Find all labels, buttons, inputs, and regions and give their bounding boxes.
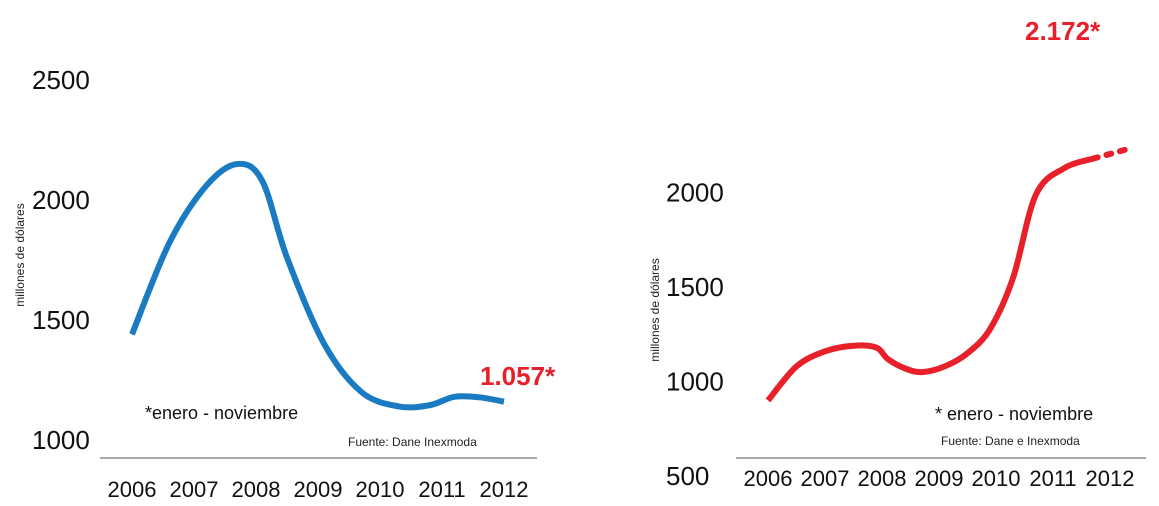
y-tick-label: 1500 <box>32 305 90 335</box>
x-tick-label: 2011 <box>1029 466 1076 491</box>
source-note: Fuente: Dane Inexmoda <box>348 435 477 449</box>
series-line <box>765 155 1094 403</box>
x-tick-label: 2012 <box>480 477 529 502</box>
series-extension-dotted <box>1089 146 1131 162</box>
y-tick-label: 2000 <box>32 185 90 215</box>
series-line <box>129 160 505 411</box>
x-tick-label: 2008 <box>858 466 907 491</box>
x-tick-label: 2011 <box>418 477 465 502</box>
x-tick-label: 2009 <box>915 466 964 491</box>
x-tick-label: 2006 <box>744 466 793 491</box>
x-tick-label: 2007 <box>801 466 850 491</box>
y-axis-label: millones de dólares <box>13 203 27 306</box>
x-tick-label: 2010 <box>356 477 405 502</box>
x-tick-label: 2009 <box>294 477 343 502</box>
x-tick-label: 2012 <box>1086 466 1135 491</box>
x-tick-label: 2008 <box>232 477 281 502</box>
line-chart-right: millones de dólares * enero - noviembre … <box>648 16 1146 491</box>
x-tick-label: 2010 <box>972 466 1021 491</box>
y-tick-label: 1000 <box>32 425 90 455</box>
footnote: *enero - noviembre <box>145 403 298 423</box>
value-callout: 1.057* <box>480 361 556 391</box>
chart-left: millones de dólares *enero - noviembre F… <box>13 65 556 502</box>
chart-right: millones de dólares * enero - noviembre … <box>580 0 1159 506</box>
x-tick-label: 2007 <box>170 477 219 502</box>
line-chart-left: millones de dólares *enero - noviembre F… <box>13 65 556 502</box>
footnote: * enero - noviembre <box>935 404 1093 424</box>
x-tick-label: 2006 <box>108 477 157 502</box>
y-axis-label: millones de dólares <box>648 258 662 361</box>
y-tick-label: 2500 <box>32 65 90 95</box>
y-tick-label: 500 <box>666 461 709 491</box>
y-tick-label: 1000 <box>666 367 724 397</box>
y-tick-label: 2000 <box>666 178 724 208</box>
source-note: Fuente: Dane e Inexmoda <box>941 434 1080 448</box>
y-tick-label: 1500 <box>666 272 724 302</box>
value-callout: 2.172* <box>1025 16 1101 46</box>
